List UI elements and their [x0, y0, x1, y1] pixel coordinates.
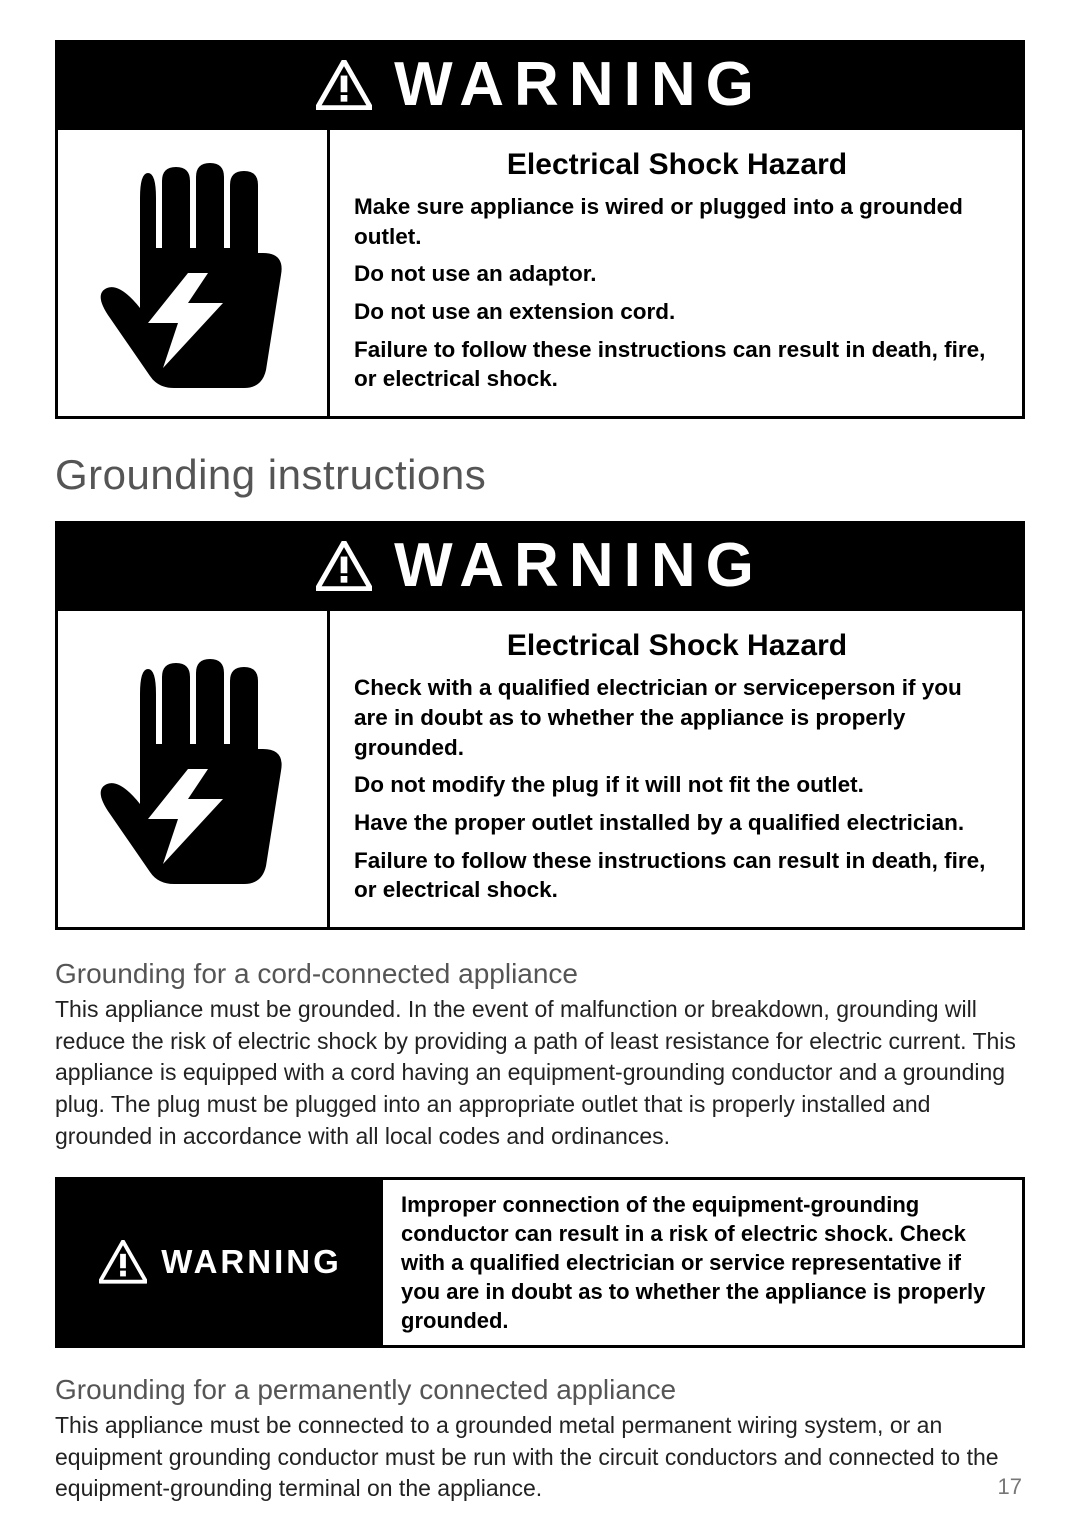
shock-hand-icon-cell — [58, 611, 330, 927]
electric-shock-hand-icon — [93, 153, 293, 393]
warning-header-text: WARNING — [394, 49, 764, 120]
electric-shock-hand-icon — [93, 649, 293, 889]
inline-warning-label: WARNING — [58, 1180, 383, 1345]
hazard-line: Do not use an extension cord. — [354, 297, 1000, 327]
hazard-line: Do not use an adaptor. — [354, 259, 1000, 289]
hazard-line: Check with a qualified electrician or se… — [354, 673, 1000, 762]
alert-triangle-icon — [316, 541, 372, 591]
hazard-line: Failure to follow these instructions can… — [354, 335, 1000, 394]
hazard-line: Have the proper outlet installed by a qu… — [354, 808, 1000, 838]
warning-header-text: WARNING — [394, 530, 764, 601]
section-heading-grounding: Grounding instructions — [55, 451, 1025, 499]
inline-warning-label-text: WARNING — [161, 1243, 342, 1281]
subheading-perm: Grounding for a permanently connected ap… — [55, 1374, 1025, 1406]
warning-body-2: Electrical Shock Hazard Check with a qua… — [58, 611, 1022, 927]
hazard-line: Failure to follow these instructions can… — [354, 846, 1000, 905]
warning-text-cell-2: Electrical Shock Hazard Check with a qua… — [330, 611, 1022, 927]
hazard-line: Do not modify the plug if it will not fi… — [354, 770, 1000, 800]
hazard-title-2: Electrical Shock Hazard — [354, 629, 1000, 663]
warning-box-2: WARNING Electrical Shock Hazard Check wi… — [55, 521, 1025, 930]
warning-body-1: Electrical Shock Hazard Make sure applia… — [58, 130, 1022, 416]
hazard-line: Make sure appliance is wired or plugged … — [354, 192, 1000, 251]
shock-hand-icon-cell — [58, 130, 330, 416]
alert-triangle-icon — [99, 1240, 147, 1284]
body-text-cord: This appliance must be grounded. In the … — [55, 994, 1025, 1153]
warning-box-1: WARNING Electrical Shock Hazard Make sur… — [55, 40, 1025, 419]
alert-triangle-icon — [316, 60, 372, 110]
inline-warning-text: Improper connection of the equipment-gro… — [383, 1180, 1022, 1345]
body-text-perm: This appliance must be connected to a gr… — [55, 1410, 1025, 1505]
warning-header: WARNING — [58, 524, 1022, 611]
inline-warning-box: WARNING Improper connection of the equip… — [55, 1177, 1025, 1348]
warning-text-cell-1: Electrical Shock Hazard Make sure applia… — [330, 130, 1022, 416]
hazard-title-1: Electrical Shock Hazard — [354, 148, 1000, 182]
page-number: 17 — [998, 1474, 1022, 1500]
subheading-cord: Grounding for a cord-connected appliance — [55, 958, 1025, 990]
warning-header: WARNING — [58, 43, 1022, 130]
